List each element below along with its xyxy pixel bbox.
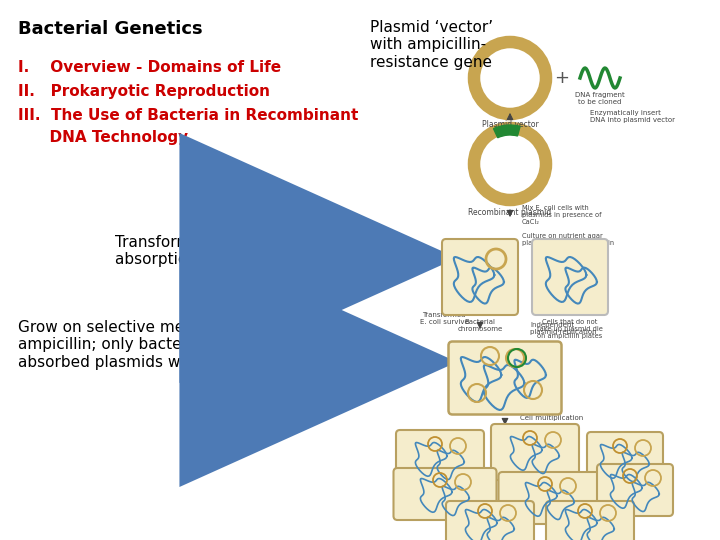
Text: Recombinant plasmid: Recombinant plasmid — [469, 208, 552, 217]
FancyBboxPatch shape — [498, 472, 601, 524]
FancyBboxPatch shape — [396, 430, 484, 486]
Text: Plasmid vector: Plasmid vector — [482, 120, 539, 129]
Text: Bacterial Genetics: Bacterial Genetics — [18, 20, 202, 38]
Text: Cells that do not
take up plasmid die
on ampicillin plates: Cells that do not take up plasmid die on… — [537, 319, 603, 339]
FancyBboxPatch shape — [597, 464, 673, 516]
FancyBboxPatch shape — [491, 424, 579, 480]
FancyBboxPatch shape — [394, 468, 497, 520]
Text: Grow on selective media with
ampicillin; only bacteria that have
absorbed plasmi: Grow on selective media with ampicillin;… — [18, 320, 280, 370]
Text: Transformed
E. coli survive: Transformed E. coli survive — [420, 312, 469, 325]
Text: Cell multiplication: Cell multiplication — [520, 415, 583, 421]
Text: Enzymatically insert
DNA into plasmid vector: Enzymatically insert DNA into plasmid ve… — [590, 110, 675, 123]
FancyBboxPatch shape — [546, 501, 634, 540]
Wedge shape — [493, 125, 520, 138]
FancyBboxPatch shape — [587, 432, 663, 488]
Text: II.   Prokaryotic Reproduction: II. Prokaryotic Reproduction — [18, 84, 270, 99]
Text: III.  The Use of Bacteria in Recombinant: III. The Use of Bacteria in Recombinant — [18, 108, 359, 123]
FancyBboxPatch shape — [532, 239, 608, 315]
Text: DNA Technology: DNA Technology — [18, 130, 188, 145]
Text: Transformation:
absorption of plasmids: Transformation: absorption of plasmids — [115, 235, 289, 267]
Text: Independent
plasmid replication: Independent plasmid replication — [530, 322, 597, 335]
FancyBboxPatch shape — [449, 341, 562, 415]
Text: I.    Overview - Domains of Life: I. Overview - Domains of Life — [18, 60, 281, 75]
FancyBboxPatch shape — [442, 239, 518, 315]
Text: Bacterial
chromosome: Bacterial chromosome — [457, 319, 503, 332]
Text: Mix E. coli cells with
plasmids in presence of
CaCl₂

Culture on nutrient agar
p: Mix E. coli cells with plasmids in prese… — [522, 205, 614, 246]
Text: +: + — [554, 69, 570, 87]
Text: DNA fragment
to be cloned: DNA fragment to be cloned — [575, 92, 625, 105]
Text: Plasmid ‘vector’
with ampicillin-
resistance gene: Plasmid ‘vector’ with ampicillin- resist… — [370, 20, 493, 70]
FancyBboxPatch shape — [446, 501, 534, 540]
